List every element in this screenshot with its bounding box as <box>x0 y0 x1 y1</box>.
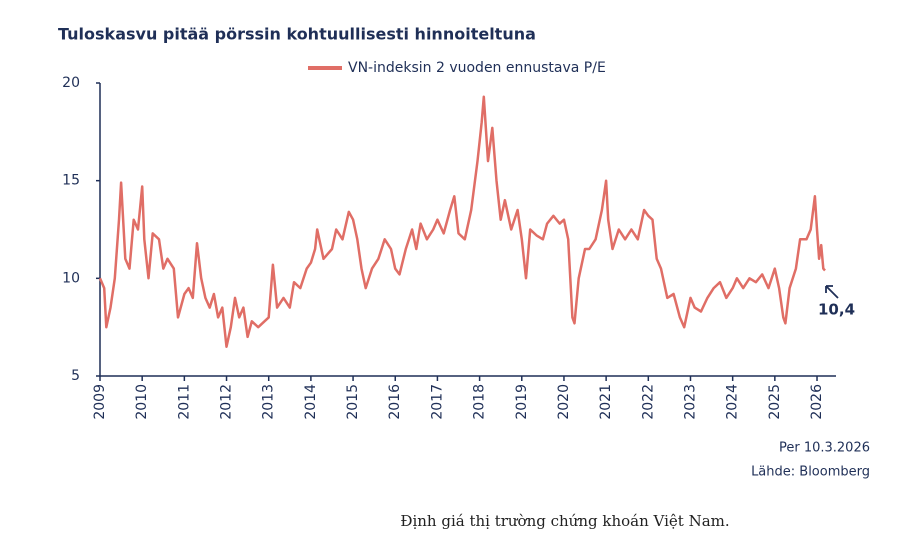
x-tick-label: 2018 <box>472 384 488 420</box>
x-tick-label: 2014 <box>303 384 319 420</box>
x-tick-label: 2011 <box>176 384 192 420</box>
series-line <box>98 95 826 348</box>
y-tick-label: 20 <box>62 75 80 91</box>
x-tick-label: 2019 <box>514 384 530 420</box>
y-tick-label: 5 <box>71 368 80 384</box>
x-tick-label: 2015 <box>345 384 361 420</box>
x-tick-label: 2020 <box>556 384 572 420</box>
legend-label: VN-indeksin 2 vuoden ennustava P/E <box>348 60 606 76</box>
chart-title: Tuloskasvu pitää pörssin kohtuullisesti … <box>58 25 536 44</box>
x-tick-label: 2023 <box>682 384 698 420</box>
note: Lähde: Bloomberg <box>751 465 870 480</box>
y-tick-label: 15 <box>62 173 80 189</box>
x-tick-label: 2010 <box>134 384 150 420</box>
x-tick-label: 2016 <box>387 384 403 420</box>
x-tick-label: 2012 <box>219 384 235 420</box>
note: Per 10.3.2026 <box>779 441 870 456</box>
x-tick-label: 2013 <box>261 384 277 420</box>
x-tick-label: 2025 <box>767 384 783 420</box>
annotation-arrow <box>825 285 839 299</box>
x-tick-label: 2009 <box>92 384 108 420</box>
x-tick-label: 2021 <box>598 384 614 420</box>
x-tick-label: 2022 <box>640 384 656 420</box>
x-tick-label: 2026 <box>809 384 825 420</box>
y-tick-label: 10 <box>62 270 80 286</box>
caption: Định giá thị trường chứng khoán Việt Nam… <box>400 512 729 530</box>
annotation: 10,4 <box>818 301 855 319</box>
x-tick-label: 2017 <box>429 384 445 420</box>
x-tick-label: 2024 <box>725 384 741 420</box>
